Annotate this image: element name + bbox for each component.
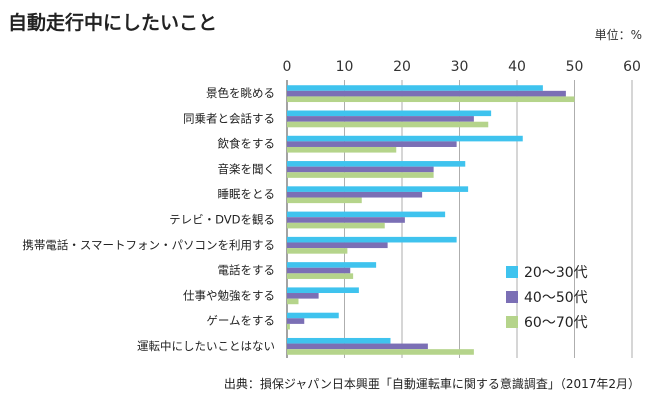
bar-2 bbox=[287, 267, 351, 274]
legend-swatch bbox=[506, 266, 518, 278]
bar-1 bbox=[287, 85, 543, 91]
bar-3 bbox=[287, 323, 290, 330]
bar-2 bbox=[287, 166, 434, 173]
bar-3 bbox=[287, 121, 489, 128]
bar-2 bbox=[287, 318, 305, 324]
x-tick-label: 20 bbox=[393, 59, 411, 75]
legend-label: 40～50代 bbox=[524, 290, 588, 306]
legend-label: 60～70代 bbox=[524, 315, 588, 331]
bar-3 bbox=[287, 248, 348, 254]
category-label: 飲食をする bbox=[218, 137, 276, 151]
category-label: ゲームをする bbox=[206, 314, 275, 328]
bar-2 bbox=[287, 293, 319, 299]
unit-label: 単位：% bbox=[595, 27, 642, 42]
bar-3 bbox=[287, 273, 354, 279]
category-labels: 景色を眺める同乗者と会話する飲食をする音楽を聞く睡眠をとるテレビ・DVDを観る携… bbox=[22, 86, 275, 353]
legend-label: 20～30代 bbox=[524, 265, 588, 281]
legend-swatch bbox=[506, 316, 518, 328]
category-label: 睡眠をとる bbox=[218, 187, 276, 201]
source-note: 出典：損保ジャパン日本興亜「自動運転車に関する意識調査」（2017年2月） bbox=[224, 376, 640, 391]
bar-3 bbox=[287, 172, 434, 178]
bar-1 bbox=[287, 211, 446, 218]
bar-1 bbox=[287, 110, 492, 117]
bar-1 bbox=[287, 287, 359, 294]
bar-3 bbox=[287, 146, 397, 153]
bar-3 bbox=[287, 298, 299, 305]
bar-2 bbox=[287, 191, 423, 198]
category-label: 音楽を聞く bbox=[218, 162, 276, 176]
category-label: 携帯電話・スマートフォン・パソコンを利用する bbox=[22, 238, 275, 252]
bar-3 bbox=[287, 96, 575, 103]
bar-2 bbox=[287, 343, 428, 350]
legend-swatch bbox=[506, 291, 518, 303]
bar-1 bbox=[287, 337, 391, 344]
bar-3 bbox=[287, 349, 474, 355]
x-tick-label: 40 bbox=[508, 59, 526, 75]
bar-1 bbox=[287, 236, 457, 243]
bar-2 bbox=[287, 90, 566, 97]
category-label: 景色を眺める bbox=[206, 86, 275, 100]
category-label: テレビ・DVDを観る bbox=[169, 213, 275, 227]
x-tick-label: 30 bbox=[451, 59, 469, 75]
x-tick-label: 10 bbox=[336, 59, 354, 75]
x-tick-label: 50 bbox=[566, 59, 584, 75]
bar-2 bbox=[287, 116, 474, 122]
x-tick-label: 60 bbox=[623, 59, 641, 75]
x-axis-ticks: 0 10 20 30 40 50 60 bbox=[283, 59, 641, 75]
bar-1 bbox=[287, 135, 523, 142]
bar-3 bbox=[287, 197, 362, 204]
category-label: 仕事や勉強をする bbox=[183, 288, 275, 302]
bar-3 bbox=[287, 222, 385, 229]
category-label: 同乗者と会話する bbox=[183, 111, 275, 125]
chart-title: 自動走行中にしたいこと bbox=[8, 11, 217, 34]
bar-1 bbox=[287, 161, 466, 167]
category-label: 運転中にしたいことはない bbox=[137, 339, 275, 353]
bar-1 bbox=[287, 312, 339, 319]
bar-1 bbox=[287, 262, 377, 268]
x-tick-label: 0 bbox=[283, 59, 292, 75]
category-label: 電話をする bbox=[218, 263, 276, 277]
bar-2 bbox=[287, 141, 457, 147]
bar-1 bbox=[287, 186, 469, 192]
bar-2 bbox=[287, 242, 388, 249]
legend: 20～30代 40～50代 60～70代 bbox=[506, 265, 588, 331]
bar-2 bbox=[287, 217, 405, 223]
bars bbox=[287, 85, 575, 355]
